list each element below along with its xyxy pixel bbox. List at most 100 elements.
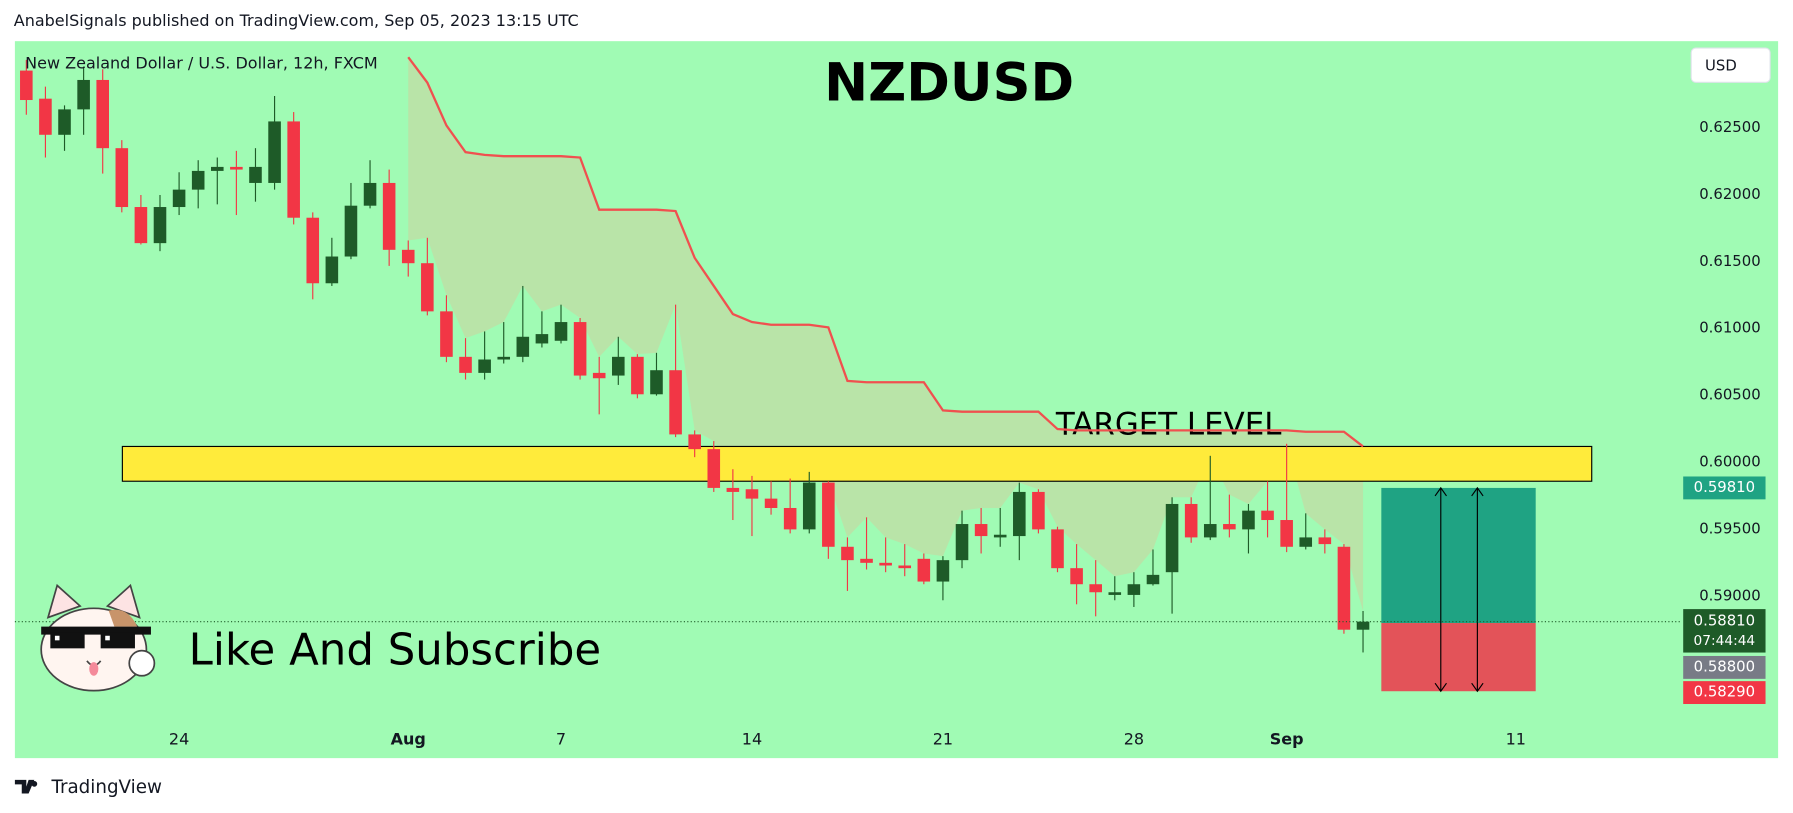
candle-body [1223, 524, 1236, 530]
candle-body [1127, 584, 1141, 595]
last-price-label: 0.58810 [1694, 612, 1755, 630]
publish-header: AnabelSignals published on TradingView.c… [14, 11, 579, 30]
countdown-label: 07:44:44 [1694, 633, 1756, 649]
candle-body [554, 322, 568, 341]
candle-body [382, 182, 396, 250]
candle-body [688, 434, 701, 450]
candle-body [764, 498, 778, 508]
candle-body [115, 148, 129, 208]
footer-logo [14, 779, 38, 794]
candle-body [1165, 503, 1179, 573]
candle-body [306, 217, 320, 284]
candle-body [1051, 529, 1064, 569]
currency-label[interactable]: USD [1705, 56, 1737, 74]
y-tick-label: 0.61000 [1699, 319, 1760, 337]
candle-body [1318, 537, 1332, 545]
price-tag-label: 0.58290 [1694, 683, 1755, 701]
candle-body [1070, 568, 1083, 585]
candle-body [230, 166, 243, 170]
candle-body [249, 166, 262, 183]
candle-body [96, 79, 109, 149]
candle-body [421, 263, 434, 312]
candle-body [58, 109, 71, 135]
candle-body [1146, 574, 1160, 585]
mascot-icon [40, 583, 156, 692]
candle-body [1299, 537, 1313, 547]
x-tick-label: 24 [169, 729, 189, 748]
y-tick-label: 0.60000 [1699, 453, 1760, 471]
candle-body [1032, 491, 1045, 530]
candle-body [210, 166, 224, 171]
candle-body [39, 98, 52, 135]
candle-body [631, 356, 644, 395]
candle-body [783, 507, 797, 530]
candle-body [841, 546, 854, 561]
candle-body [726, 487, 740, 492]
price-tag [1683, 655, 1766, 679]
candle-body [1184, 503, 1198, 538]
candle-body [917, 558, 931, 582]
price-tag [1683, 681, 1766, 705]
x-tick-label: Sep [1270, 729, 1304, 748]
y-tick-label: 0.62500 [1699, 118, 1760, 136]
y-tick-label: 0.59500 [1699, 519, 1760, 537]
price-tag [1683, 609, 1766, 653]
x-tick-label: 14 [742, 729, 762, 748]
y-tick-label: 0.59000 [1699, 586, 1760, 604]
candle-body [172, 189, 186, 208]
candle-body [936, 560, 950, 582]
candle-body [287, 121, 300, 218]
candle-body [612, 356, 625, 376]
candle-body [822, 482, 835, 547]
candle-body [1203, 524, 1217, 538]
candle-body [974, 524, 988, 537]
x-tick-label: 21 [933, 729, 953, 748]
currency-button[interactable] [1690, 47, 1771, 83]
x-tick-label: 7 [556, 729, 566, 748]
position-layer [1381, 486, 1536, 693]
candle-body [516, 336, 530, 357]
candle-layer [20, 56, 1370, 653]
zone-layer: TARGET LEVEL [121, 406, 1593, 482]
candle-body [153, 207, 167, 244]
candle-body [325, 256, 339, 284]
position-profit [1381, 487, 1536, 624]
candle-body [1242, 510, 1255, 530]
candle-body [134, 207, 148, 244]
candle-body [401, 249, 415, 264]
x-tick-label: 11 [1506, 729, 1526, 748]
candle-body [573, 322, 587, 376]
candle-body [363, 182, 377, 206]
candle-body [993, 534, 1007, 538]
candle-body [20, 70, 33, 101]
price-tag [1683, 476, 1766, 500]
candle-body [344, 205, 358, 257]
price-tag-label: 0.58800 [1694, 657, 1755, 675]
candle-body [440, 311, 453, 357]
y-tick-label: 0.61500 [1699, 252, 1760, 270]
target-zone [121, 445, 1593, 482]
y-tick-label: 0.62000 [1699, 185, 1760, 203]
position-loss [1381, 623, 1536, 692]
candle-body [459, 356, 472, 373]
candle-body [1337, 546, 1351, 630]
candle-body [879, 562, 892, 566]
candle-body [1089, 584, 1102, 593]
candle-body [898, 565, 912, 569]
candle-body [77, 79, 90, 110]
candle-body [707, 449, 721, 488]
candle-body [745, 489, 759, 499]
footer-brand[interactable]: TradingView [50, 777, 162, 798]
candle-body [497, 356, 511, 360]
trend-line [407, 56, 1364, 448]
candle-body [1013, 491, 1026, 537]
candle-body [860, 558, 873, 563]
candle-body [955, 524, 969, 561]
x-tick-label: 28 [1124, 729, 1144, 748]
symbol-subtitle: New Zealand Dollar / U.S. Dollar, 12h, F… [25, 54, 378, 73]
candle-body [669, 370, 682, 435]
caption: Like And Subscribe [189, 625, 601, 675]
chart-title: NZDUSD [824, 52, 1074, 113]
